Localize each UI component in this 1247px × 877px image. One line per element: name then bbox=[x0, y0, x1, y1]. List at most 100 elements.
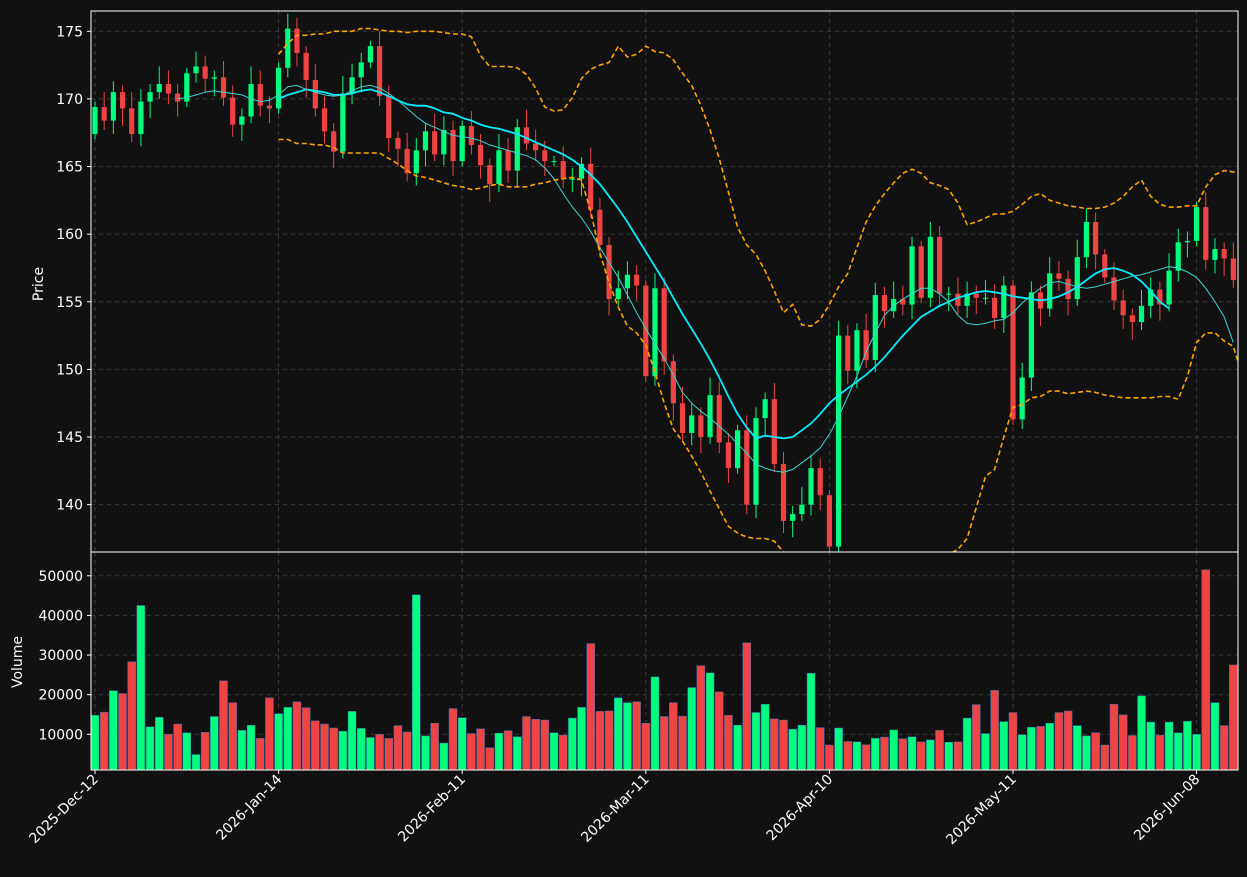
volume-bar bbox=[889, 729, 898, 771]
candle-body bbox=[679, 403, 686, 433]
candle-body bbox=[1194, 207, 1200, 241]
volume-bar bbox=[476, 728, 485, 771]
candle-body bbox=[1056, 273, 1062, 279]
volume-bar bbox=[228, 702, 237, 771]
candle-body bbox=[1065, 278, 1071, 300]
candle-body bbox=[927, 236, 933, 298]
price-panel: 140 145 150 155 160 165 170 175 Price bbox=[31, 10, 1239, 553]
volume-bar bbox=[632, 701, 641, 771]
candle-body bbox=[689, 415, 695, 433]
volume-bar bbox=[1027, 726, 1036, 771]
volume-bar bbox=[595, 711, 605, 771]
candle-body bbox=[863, 330, 869, 360]
candle-body bbox=[487, 165, 493, 185]
volume-bar bbox=[1146, 721, 1155, 771]
volume-bar bbox=[1054, 712, 1064, 771]
candle-body bbox=[881, 295, 888, 312]
candle-body bbox=[276, 67, 282, 109]
volume-bar bbox=[467, 733, 476, 771]
candle-body bbox=[891, 299, 897, 312]
candle-body bbox=[716, 395, 722, 443]
volume-bar bbox=[412, 594, 421, 771]
candle-body bbox=[578, 163, 585, 179]
volume-bar bbox=[724, 715, 733, 771]
volume-bar bbox=[990, 690, 999, 771]
candle-body bbox=[661, 288, 667, 362]
candle-body bbox=[1184, 240, 1191, 243]
candle-body bbox=[707, 395, 713, 438]
volume-bar bbox=[356, 728, 366, 771]
volume-bar bbox=[871, 738, 880, 771]
candle-body bbox=[936, 236, 943, 294]
candle-body bbox=[790, 514, 796, 521]
volume-bar bbox=[898, 738, 908, 771]
volume-bar bbox=[825, 744, 834, 771]
candle-body bbox=[294, 28, 300, 53]
candle-body bbox=[220, 77, 227, 98]
volume-bar bbox=[779, 719, 788, 771]
volume-bar bbox=[283, 707, 293, 771]
candle-body bbox=[780, 464, 787, 521]
candle-body bbox=[523, 127, 530, 144]
candle-body bbox=[1157, 289, 1163, 305]
candle-body bbox=[285, 28, 291, 68]
candle-body bbox=[230, 97, 236, 125]
volume-bar bbox=[659, 716, 669, 771]
candle-body bbox=[606, 244, 612, 300]
volume-bar bbox=[751, 712, 761, 771]
candle-body bbox=[1230, 258, 1236, 281]
volume-bar bbox=[733, 724, 742, 771]
candle-body bbox=[386, 96, 392, 139]
volume-y-axis-label: Volume bbox=[10, 636, 26, 688]
volume-y-tick-label: 50000 bbox=[38, 569, 83, 585]
candle-body bbox=[973, 293, 979, 298]
volume-bar bbox=[1137, 695, 1146, 771]
volume-bar bbox=[90, 715, 100, 771]
volume-bar bbox=[402, 731, 412, 771]
candle-body bbox=[909, 246, 915, 305]
volume-bar bbox=[109, 690, 118, 771]
volume-bar bbox=[200, 732, 210, 771]
volume-y-ticks: 10000 20000 30000 40000 50000 bbox=[38, 569, 91, 743]
volume-bar bbox=[935, 730, 944, 771]
volume-bar bbox=[852, 741, 862, 771]
volume-bar bbox=[788, 728, 797, 771]
volume-bar bbox=[568, 717, 577, 771]
volume-bar bbox=[1210, 702, 1220, 771]
volume-bar bbox=[623, 702, 632, 771]
volume-bar bbox=[558, 734, 568, 771]
candle-body bbox=[367, 46, 373, 63]
volume-bar bbox=[1109, 703, 1119, 771]
candle-body bbox=[202, 66, 208, 79]
volume-panel-frame bbox=[90, 551, 1239, 771]
volume-bar bbox=[219, 680, 228, 771]
price-grid bbox=[91, 11, 1238, 552]
candle-body bbox=[312, 79, 318, 109]
candle-body bbox=[175, 93, 181, 102]
candle-body bbox=[165, 84, 172, 94]
candle-body bbox=[1129, 315, 1135, 323]
volume-bar bbox=[669, 702, 678, 771]
candle-body bbox=[239, 116, 245, 125]
candle-body bbox=[982, 297, 989, 299]
volume-bar bbox=[760, 703, 770, 771]
price-y-tick-label: 145 bbox=[56, 430, 83, 446]
candle-body bbox=[92, 107, 98, 135]
volume-bar bbox=[861, 744, 871, 771]
price-y-tick-label: 140 bbox=[56, 498, 83, 514]
volume-bar bbox=[742, 642, 752, 771]
candle-body bbox=[725, 442, 732, 469]
candle-body bbox=[588, 163, 594, 210]
volume-bar bbox=[586, 643, 595, 771]
candle-body bbox=[505, 150, 511, 171]
candle-body bbox=[193, 66, 199, 74]
price-y-tick-label: 170 bbox=[56, 92, 83, 108]
volume-bar bbox=[916, 741, 926, 771]
volume-bar bbox=[301, 707, 311, 771]
volume-bar bbox=[145, 726, 155, 771]
price-marks bbox=[92, 13, 1238, 552]
bollinger-band-line bbox=[277, 27, 1238, 327]
volume-bar bbox=[237, 730, 247, 771]
candle-body bbox=[303, 52, 309, 80]
volume-bar bbox=[1128, 735, 1137, 771]
